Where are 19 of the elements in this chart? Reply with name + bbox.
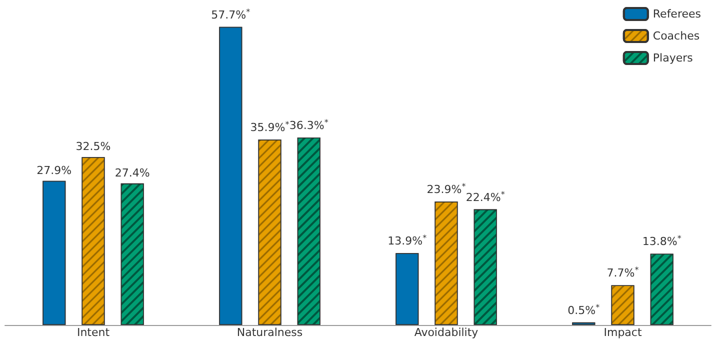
legend-label: Referees — [652, 8, 702, 20]
data-label: 27.4% — [114, 166, 150, 180]
data-label: 0.5%* — [568, 302, 600, 317]
legend-label: Players — [652, 52, 694, 64]
x-tick-label: Avoidability — [414, 326, 479, 339]
data-label: 7.7%* — [606, 266, 639, 280]
data-label: 32.5% — [76, 140, 111, 154]
data-label: 13.9%* — [388, 234, 427, 248]
data-label: 27.9% — [36, 164, 72, 177]
x-tick-label: Impact — [604, 326, 642, 339]
x-tick-label: Naturalness — [236, 326, 303, 339]
data-label: 57.7%* — [211, 7, 250, 22]
legend-label: Coaches — [652, 30, 700, 42]
data-label: 22.4%* — [466, 190, 505, 204]
data-label: 23.9%* — [426, 182, 466, 196]
data-label: 13.8%* — [642, 234, 682, 248]
data-label: 35.9%* — [250, 120, 290, 134]
data-label: 36.3%* — [289, 118, 328, 132]
x-tick-label: Intent — [76, 326, 110, 339]
